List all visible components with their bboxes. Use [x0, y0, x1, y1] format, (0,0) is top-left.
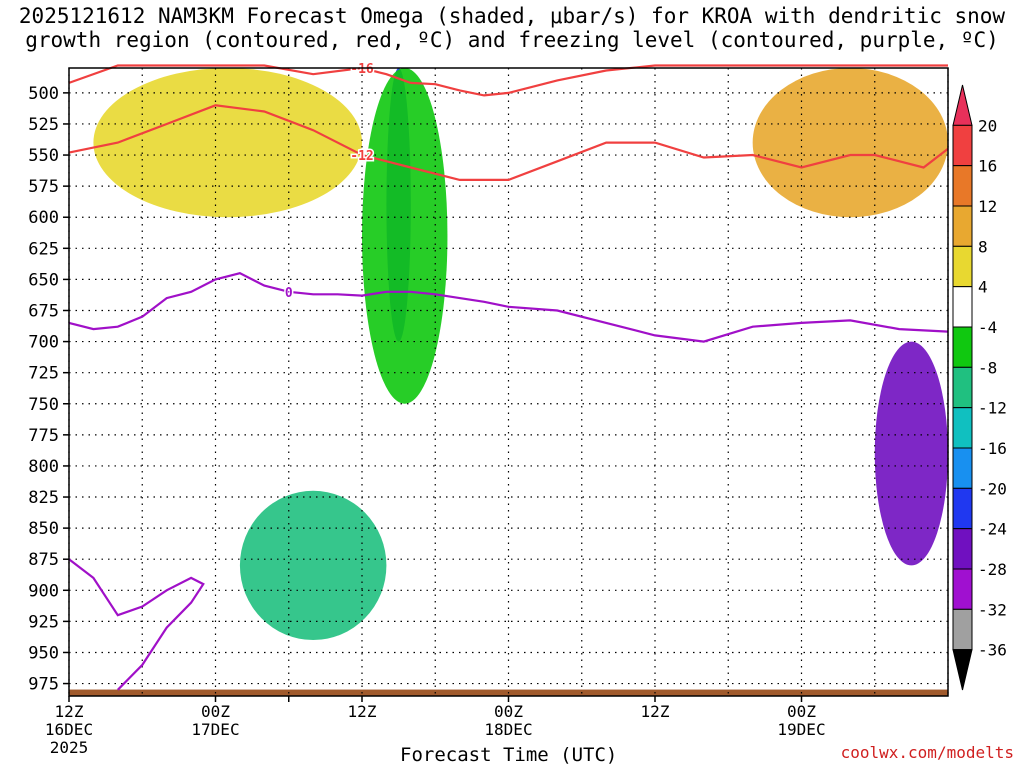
y-tick-label-950: 950 [28, 643, 59, 663]
y-tick-label-800: 800 [28, 457, 59, 477]
dgz-contour-0 [68, 104, 949, 181]
dgz-contour-label-1: -16 [350, 62, 374, 77]
colorbar-swatch-10 [952, 487, 973, 530]
colorbar-label-3: 8 [978, 237, 988, 256]
omega-region-1 [362, 68, 448, 404]
colorbar-label-8: -16 [978, 439, 1007, 458]
y-tick-label-525: 525 [28, 115, 59, 135]
colorbar-label-0: 20 [978, 116, 997, 135]
colorbar-swatch-7 [952, 366, 973, 409]
dgz-contour-label-0: -12 [350, 149, 373, 164]
y-tick-label-675: 675 [28, 301, 59, 321]
y-tick-label-925: 925 [28, 612, 59, 632]
y-tick-label-725: 725 [28, 364, 59, 384]
colorbar-swatch-13 [952, 608, 973, 651]
y-tick-label-650: 650 [28, 270, 59, 290]
colorbar-swatch-3 [952, 205, 973, 247]
colorbar-label-12: -32 [978, 600, 1007, 619]
y-tick-label-550: 550 [28, 146, 59, 166]
colorbar-label-5: -4 [978, 318, 997, 337]
y-tick-label-600: 600 [28, 208, 59, 228]
y-tick-label-975: 975 [28, 675, 59, 695]
y-tick-label-700: 700 [28, 333, 59, 353]
colorbar-swatch-6 [952, 326, 973, 368]
y-tick-label-500: 500 [28, 84, 59, 104]
omega-region-4 [93, 68, 362, 218]
x-tick-date-18: 18DEC [484, 720, 532, 739]
y-tick-label-900: 900 [28, 581, 59, 601]
colorbar-swatch-12 [952, 568, 973, 610]
y-tick-label-750: 750 [28, 395, 59, 415]
colorbar-label-10: -24 [978, 520, 1007, 539]
title-line-2: growth region (contoured, red, ºC) and f… [25, 28, 999, 52]
x-tick-label-24: 12Z [641, 702, 670, 721]
colorbar-label-13: -36 [978, 641, 1007, 660]
colorbar-label-4: 4 [978, 278, 988, 297]
x-tick-date-6: 17DEC [191, 720, 239, 739]
x-tick-label-0: 12Z [55, 702, 84, 721]
colorbar-label-6: -8 [978, 358, 997, 377]
colorbar-label-2: 12 [978, 197, 997, 216]
y-tick-label-850: 850 [28, 519, 59, 539]
x-tick-label-18: 00Z [494, 702, 523, 721]
x-tick-label-12: 12Z [348, 702, 377, 721]
omega-region-2 [239, 490, 387, 641]
omega-region-5 [752, 68, 948, 218]
x-tick-label-6: 00Z [201, 702, 230, 721]
freezing-contour-0 [68, 272, 949, 343]
colorbar-cap-top [952, 84, 973, 126]
y-tick-label-775: 775 [28, 426, 59, 446]
x-tick-date-30: 19DEC [777, 720, 825, 739]
x-tick-date-0: 16DEC [45, 720, 93, 739]
colorbar-swatch-9 [952, 447, 973, 489]
colorbar-swatch-8 [952, 407, 973, 449]
y-tick-label-825: 825 [28, 488, 59, 508]
colorbar-label-9: -20 [978, 479, 1007, 498]
x-tick-label-30: 00Z [787, 702, 816, 721]
y-tick-label-875: 875 [28, 550, 59, 570]
colorbar-cap-bottom [952, 649, 973, 691]
colorbar-swatch-5 [952, 286, 973, 328]
colorbar-label-7: -12 [978, 399, 1007, 418]
x-tick-year-0: 2025 [50, 738, 89, 757]
colorbar-label-1: 16 [978, 157, 997, 176]
y-tick-label-625: 625 [28, 239, 59, 259]
y-tick-label-575: 575 [28, 177, 59, 197]
title-line-1: 2025121612 NAM3KM Forecast Omega (shaded… [18, 4, 1006, 28]
colorbar-label-11: -28 [978, 560, 1007, 579]
colorbar-swatch-2 [952, 165, 973, 207]
colorbar-swatch-4 [952, 245, 973, 288]
colorbar-swatch-11 [952, 528, 973, 570]
x-axis-label: Forecast Time (UTC) [400, 744, 618, 766]
freezing-contour-label-0: 0 [285, 286, 293, 301]
omega-region-3 [874, 341, 948, 566]
dgz-contour-1 [68, 64, 948, 97]
credit-text: coolwx.com/modelts [840, 743, 1014, 762]
colorbar-swatch-1 [952, 124, 973, 167]
freezing-contour-1 [68, 558, 205, 691]
chart-title: 2025121612 NAM3KM Forecast Omega (shaded… [0, 4, 1024, 52]
